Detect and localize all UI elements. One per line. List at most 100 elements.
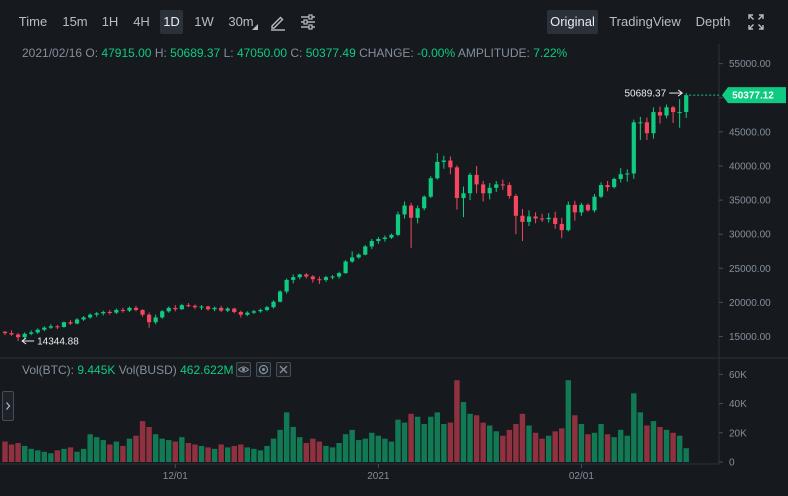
candle-body [605,185,610,188]
candle-body [612,178,617,188]
interval-1d-button[interactable]: 1D [160,10,183,34]
volume-tick-label: 0 [729,458,735,469]
volume-bar [297,437,303,462]
candle-body [422,196,427,209]
candle-body [415,208,420,218]
volume-bar [329,447,336,462]
volume-bar [441,424,447,462]
candle-body [363,246,368,255]
candle-body [278,291,283,302]
interval-1h-button[interactable]: 1H [101,14,119,29]
candle-body [382,237,387,239]
candle-body [389,234,394,238]
candle-body [127,307,132,311]
candle-body [251,311,256,313]
eye-icon[interactable] [236,362,251,377]
amplitude-value: 7.22% [533,46,568,60]
time-tick-label: 2021 [367,471,390,482]
interval-1w-button[interactable]: 1W [194,14,214,29]
volume-bar [532,432,539,462]
interval-4h-button[interactable]: 4H [133,14,150,29]
fullscreen-icon[interactable] [746,12,766,32]
candle-body [356,254,361,258]
candle-body [402,205,407,215]
volume-bar [644,425,650,462]
candle-body [461,193,466,199]
view-tradingview-tab[interactable]: TradingView [609,14,681,29]
volume-bar [126,438,133,462]
candle-body [107,311,112,313]
interval-more-dropdown[interactable]: 30m [224,10,258,34]
view-depth-tab[interactable]: Depth [695,14,731,29]
candle-body [317,279,322,281]
volume-bar [8,444,15,462]
volume-bar [434,412,440,462]
volume-bar [316,441,323,462]
close-icon[interactable] [276,362,291,377]
volume-tick-label: 40K [729,399,747,410]
volume-bar [565,380,571,462]
candle-body [520,215,525,222]
view-original-tab[interactable]: Original [547,10,598,34]
candle-body [513,195,518,216]
volume-bar [238,444,244,462]
volume-bar [467,413,473,462]
volume-bar [146,426,152,462]
settings-icon[interactable] [256,362,271,377]
volume-bar [113,441,120,462]
candle-body [81,317,86,320]
chart-toolbar: Time 15m 1H 4H 1D 1W 30m Original Tradin… [0,0,788,44]
high-marker-arrowhead [677,89,684,97]
interval-time-button[interactable]: Time [18,14,48,29]
candle-body [166,307,171,312]
volume-bar [28,448,34,462]
volume-bar [414,416,421,462]
candle-body [205,306,211,310]
candle-body [350,257,355,262]
volume-bar [585,434,591,462]
candle-body [140,309,145,315]
volume-bar [166,440,172,462]
high-value: 50689.37 [170,46,221,60]
interval-15m-button[interactable]: 15m [62,14,88,29]
candle-body [644,122,649,134]
candle-body [2,331,8,334]
volume-bar [21,445,28,462]
candle-body [120,309,125,311]
candle-body [664,107,669,116]
candle-body [336,273,342,277]
candle-body [657,112,663,116]
candle-body [271,301,276,308]
volume-bar [676,435,683,462]
candle-body [533,216,538,219]
volume-bar [578,424,585,462]
candle-body [638,122,643,124]
low-value: 47050.00 [236,46,287,60]
volume-bar [631,393,637,462]
last-price-tag [722,87,786,104]
pencil-icon[interactable] [268,12,288,32]
candle-body [467,174,473,194]
volume-bar [172,441,178,462]
low-label: L: [223,46,234,60]
price-tick-label: 30000.00 [729,230,771,241]
volume-bar [251,448,257,462]
indicator-settings-icon[interactable] [298,12,318,32]
change-value: -0.00% [417,46,456,60]
candle-body [310,276,315,280]
price-tick-label: 35000.00 [729,196,771,207]
volume-bar [545,435,552,462]
candle-body [264,307,270,310]
volume-bar [493,431,499,462]
candle-body [553,217,558,224]
candle-body [481,184,486,194]
volume-bar [133,435,139,462]
candle-body [55,326,60,328]
volume-bar [283,412,290,462]
volume-bar [94,437,100,462]
volume-bar [41,451,47,462]
side-panel-toggle[interactable] [2,391,14,421]
low-marker-arrowhead [21,337,27,345]
price-tick-label: 45000.00 [729,127,771,138]
